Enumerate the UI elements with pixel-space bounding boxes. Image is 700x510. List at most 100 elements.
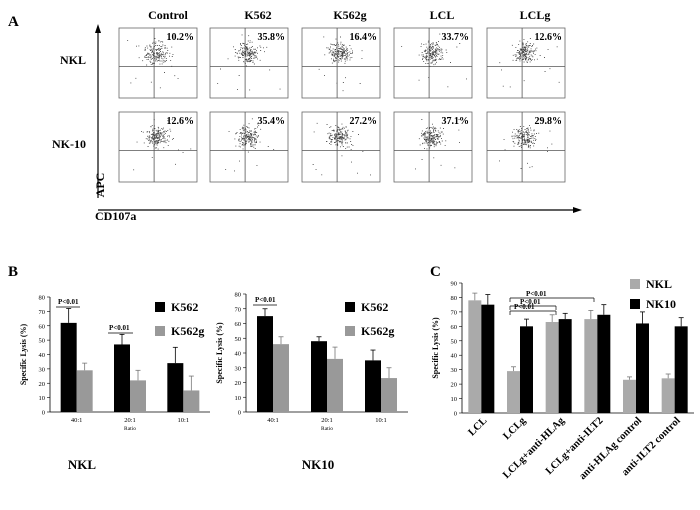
flow-plot-0-3: 33.7% — [393, 27, 473, 99]
bar-K562-2 — [365, 360, 381, 412]
bar-NKL-1 — [507, 371, 520, 413]
column-header-lcl: LCL — [430, 8, 455, 22]
legend-swatch — [345, 302, 355, 312]
legend-swatch — [630, 299, 640, 309]
flow-plot-frame — [393, 27, 473, 99]
bar-NK10-0 — [481, 304, 495, 413]
y-tick-label: 10 — [451, 396, 458, 403]
legend-label: K562g — [171, 324, 204, 338]
x-tick-label: 10:1 — [178, 417, 190, 424]
y-tick-label: 20 — [451, 382, 458, 389]
bar-NKL-5 — [661, 378, 675, 413]
y-tick-label: 70 — [235, 306, 242, 313]
flow-event-dots — [127, 37, 179, 89]
significance-label: P<0.01 — [58, 298, 79, 306]
flow-plot-frame — [118, 27, 198, 99]
legend-swatch — [155, 326, 165, 336]
significance-label: P<0.01 — [526, 290, 547, 298]
y-tick-label: 70 — [39, 309, 46, 316]
y-tick-label: 0 — [454, 411, 457, 418]
x-axis-label: CD107a — [95, 209, 136, 223]
quadrant-percent: 33.7% — [442, 32, 470, 43]
row-label-nkl: NKL — [60, 53, 86, 67]
legend-swatch — [345, 326, 355, 336]
y-tick-label: 60 — [39, 323, 46, 330]
x-axis-title: Ratio — [124, 426, 136, 432]
y-tick-label: 40 — [451, 353, 458, 360]
flow-event-dots — [312, 122, 371, 176]
flow-plot-1-0: 12.6% — [118, 111, 198, 183]
y-tick-label: 60 — [451, 324, 458, 331]
chart-subtitle: NKL — [68, 457, 97, 472]
x-tick-label: 40:1 — [71, 417, 83, 424]
flow-plot-frame — [393, 111, 473, 183]
bar-NKL-2 — [545, 322, 559, 413]
quadrant-percent: 12.6% — [167, 116, 195, 127]
flow-plot-grid: 10.2% 35.8% 16.4% 33.7% 12.6% 12.6% 35.4% 27.2%… — [118, 27, 566, 183]
quadrant-percent: 27.2% — [350, 116, 378, 127]
x-tick-label: 20:1 — [124, 417, 136, 424]
flow-plot-frame — [486, 111, 566, 183]
bar-K562g-1 — [130, 380, 146, 412]
y-tick-label: 0 — [42, 410, 45, 417]
flow-plot-frame — [209, 27, 289, 99]
y-tick-label: 10 — [235, 395, 242, 402]
panel-c-chart: C 0 10 20 30 40 50 60 70 80 90 Specific Lysis (%) LC… — [430, 264, 694, 482]
y-tick-label: 30 — [235, 365, 242, 372]
panel-letter: B — [8, 264, 18, 280]
y-axis-title: Specific Lysis (%) — [19, 324, 28, 386]
quadrant-percent: 29.8% — [535, 116, 563, 127]
bar-K562-1 — [311, 341, 327, 412]
panel-b-nkl-chart: B 0 10 20 30 40 50 60 70 80 Specific Lysis (%) 40:1… — [8, 264, 210, 472]
legend-label: NKL — [646, 277, 672, 291]
quadrant-percent: 37.1% — [442, 116, 470, 127]
quadrant-percent: 35.4% — [258, 116, 286, 127]
y-tick-label: 40 — [39, 352, 46, 359]
bar-K562g-1 — [327, 358, 343, 412]
significance-label: P<0.01 — [520, 298, 541, 306]
x-tick-label: LCLg — [501, 415, 528, 442]
bar-K562-2 — [167, 363, 184, 412]
bar-K562-0 — [60, 322, 77, 412]
chart-subtitle: NK10 — [302, 457, 335, 472]
x-tick-label: 40:1 — [267, 417, 279, 424]
y-tick-label: 20 — [235, 380, 242, 387]
bar-NK10-4 — [636, 323, 649, 413]
flow-plot-1-4: 29.8% — [486, 111, 566, 183]
flow-plot-0-0: 10.2% — [118, 27, 198, 99]
y-tick-label: 90 — [451, 281, 458, 288]
bar-NKL-3 — [584, 319, 598, 413]
bar-NK10-3 — [597, 314, 611, 413]
panel-b-nk10-chart: 0 10 20 30 40 50 60 70 80 Specific Lysis (%) 40:1 2… — [215, 292, 408, 472]
legend-label: NK10 — [646, 297, 676, 311]
quadrant-percent: 12.6% — [535, 32, 563, 43]
legend-swatch — [155, 302, 165, 312]
x-axis-arrowhead — [573, 207, 582, 213]
y-tick-label: 30 — [451, 367, 458, 374]
x-tick-label: 20:1 — [321, 417, 333, 424]
row-label-nk10: NK-10 — [52, 137, 86, 151]
flow-event-dots — [401, 33, 467, 88]
y-tick-label: 80 — [39, 295, 46, 302]
flow-plot-frame — [301, 27, 381, 99]
flow-event-dots — [225, 118, 275, 172]
bar-K562-1 — [114, 344, 130, 412]
flow-plot-1-1: 35.4% — [209, 111, 289, 183]
x-tick-label: 10:1 — [375, 417, 387, 424]
column-header-k562: K562 — [244, 8, 271, 22]
y-axis-arrowhead — [95, 24, 101, 33]
panel-a: A Control K562 K562g LCL LCLg NKL NK-10 … — [8, 8, 582, 223]
y-tick-label: 70 — [451, 309, 458, 316]
legend-label: K562 — [361, 300, 388, 314]
quadrant-percent: 35.8% — [258, 32, 286, 43]
significance-label: P<0.01 — [514, 303, 535, 311]
bar-NKL-0 — [468, 300, 482, 413]
flow-event-dots — [415, 119, 460, 170]
legend-label: K562g — [361, 324, 394, 338]
y-axis-title: Specific Lysis (%) — [215, 322, 224, 384]
y-tick-label: 60 — [235, 321, 242, 328]
y-tick-label: 40 — [235, 351, 242, 358]
legend-swatch — [630, 279, 640, 289]
y-axis-label: APC — [93, 173, 107, 198]
y-tick-label: 80 — [451, 295, 458, 302]
